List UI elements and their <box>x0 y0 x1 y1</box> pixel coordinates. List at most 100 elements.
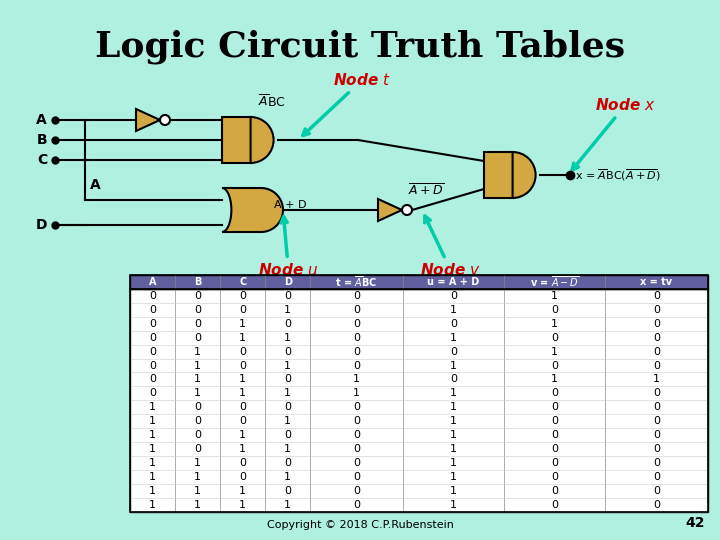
Text: 1: 1 <box>450 430 457 440</box>
Text: 1: 1 <box>450 444 457 454</box>
Circle shape <box>160 115 170 125</box>
Text: Node $v$: Node $v$ <box>420 216 481 278</box>
Text: 0: 0 <box>353 347 360 356</box>
Text: 1: 1 <box>194 486 201 496</box>
Text: 0: 0 <box>194 444 201 454</box>
Text: 1: 1 <box>450 500 457 510</box>
Text: 0: 0 <box>551 430 558 440</box>
Text: 0: 0 <box>653 402 660 413</box>
Text: C: C <box>37 153 47 167</box>
Text: 0: 0 <box>284 374 292 384</box>
Text: 0: 0 <box>239 416 246 426</box>
Text: 0: 0 <box>653 333 660 342</box>
Text: 1: 1 <box>551 374 558 384</box>
Text: 1: 1 <box>551 347 558 356</box>
Text: 1: 1 <box>450 305 457 315</box>
Text: 0: 0 <box>353 402 360 413</box>
Bar <box>130 275 708 289</box>
Text: 0: 0 <box>450 291 457 301</box>
Text: 0: 0 <box>284 402 292 413</box>
Text: 0: 0 <box>551 305 558 315</box>
Text: 1: 1 <box>149 416 156 426</box>
Text: Copyright © 2018 C.P.Rubenstein: Copyright © 2018 C.P.Rubenstein <box>266 520 454 530</box>
Text: 0: 0 <box>239 458 246 468</box>
Text: 0: 0 <box>194 430 201 440</box>
Text: 0: 0 <box>653 388 660 399</box>
Text: 0: 0 <box>284 347 292 356</box>
Text: B: B <box>194 277 202 287</box>
Text: 1: 1 <box>450 486 457 496</box>
Text: 1: 1 <box>194 361 201 370</box>
Bar <box>484 152 513 198</box>
Text: 0: 0 <box>353 472 360 482</box>
Text: 1: 1 <box>149 430 156 440</box>
Text: 0: 0 <box>551 500 558 510</box>
Text: 0: 0 <box>551 416 558 426</box>
Text: 1: 1 <box>194 500 201 510</box>
Text: 0: 0 <box>194 402 201 413</box>
Text: 0: 0 <box>653 430 660 440</box>
Text: 1: 1 <box>239 388 246 399</box>
Bar <box>130 275 708 512</box>
Text: 0: 0 <box>353 319 360 329</box>
Text: 0: 0 <box>353 486 360 496</box>
Text: 0: 0 <box>653 458 660 468</box>
Text: 1: 1 <box>239 444 246 454</box>
Text: 1: 1 <box>194 388 201 399</box>
Text: 0: 0 <box>551 444 558 454</box>
Text: 1: 1 <box>284 500 292 510</box>
Text: 0: 0 <box>149 347 156 356</box>
Text: 1: 1 <box>450 472 457 482</box>
Text: 0: 0 <box>149 361 156 370</box>
Text: 0: 0 <box>194 291 201 301</box>
Text: 0: 0 <box>353 458 360 468</box>
Text: 1: 1 <box>284 388 292 399</box>
Text: 1: 1 <box>551 291 558 301</box>
Text: 1: 1 <box>551 319 558 329</box>
Text: 1: 1 <box>353 388 360 399</box>
Text: 0: 0 <box>149 291 156 301</box>
Text: t = $\overline{A}$BC: t = $\overline{A}$BC <box>336 274 378 289</box>
Text: 0: 0 <box>653 500 660 510</box>
Text: 1: 1 <box>284 416 292 426</box>
Text: A: A <box>36 113 47 127</box>
Text: v = $\overline{A-D}$: v = $\overline{A-D}$ <box>530 274 580 289</box>
Text: 0: 0 <box>284 291 292 301</box>
Text: 0: 0 <box>194 333 201 342</box>
Text: 0: 0 <box>653 472 660 482</box>
Text: 0: 0 <box>551 458 558 468</box>
Text: 0: 0 <box>653 444 660 454</box>
Text: 1: 1 <box>239 319 246 329</box>
Text: x = tv: x = tv <box>641 277 672 287</box>
Text: 1: 1 <box>194 472 201 482</box>
Text: 1: 1 <box>149 500 156 510</box>
Text: C: C <box>239 277 246 287</box>
Text: 0: 0 <box>551 486 558 496</box>
Text: 0: 0 <box>353 430 360 440</box>
Text: A: A <box>149 277 156 287</box>
Text: 1: 1 <box>450 402 457 413</box>
Text: 0: 0 <box>353 500 360 510</box>
Text: 0: 0 <box>149 305 156 315</box>
Text: 0: 0 <box>239 291 246 301</box>
Text: 0: 0 <box>353 291 360 301</box>
Text: 1: 1 <box>149 444 156 454</box>
Text: 1: 1 <box>653 374 660 384</box>
Text: 0: 0 <box>653 291 660 301</box>
Text: 0: 0 <box>551 388 558 399</box>
Text: 1: 1 <box>450 416 457 426</box>
Polygon shape <box>222 188 283 232</box>
Text: 0: 0 <box>353 416 360 426</box>
Text: 1: 1 <box>149 486 156 496</box>
Text: 1: 1 <box>239 500 246 510</box>
Text: 0: 0 <box>239 472 246 482</box>
Text: 1: 1 <box>284 361 292 370</box>
Text: $\overline{A+D}$: $\overline{A+D}$ <box>408 183 444 198</box>
Text: 0: 0 <box>551 333 558 342</box>
Text: 1: 1 <box>149 402 156 413</box>
Text: 42: 42 <box>685 516 705 530</box>
Text: 0: 0 <box>284 430 292 440</box>
Wedge shape <box>251 117 274 163</box>
Text: 0: 0 <box>450 374 457 384</box>
Text: 1: 1 <box>239 374 246 384</box>
